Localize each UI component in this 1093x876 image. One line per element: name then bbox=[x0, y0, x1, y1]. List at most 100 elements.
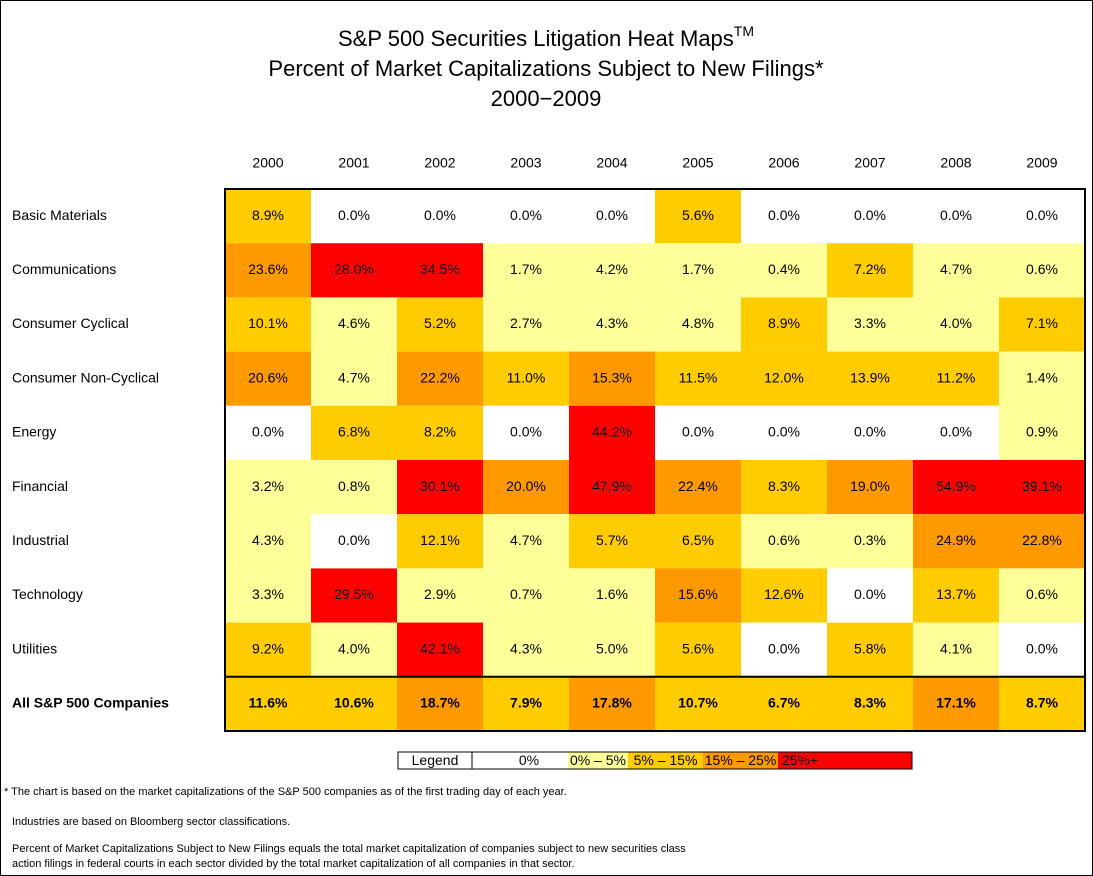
cell-label: 20.6% bbox=[248, 369, 288, 385]
cell-label: 15.3% bbox=[592, 369, 632, 385]
heat-cell bbox=[741, 514, 827, 569]
heat-cell bbox=[569, 514, 655, 569]
cell-label: 0.0% bbox=[854, 207, 886, 223]
title-text: S&P 500 Securities Litigation Heat Maps bbox=[338, 26, 734, 51]
heat-cell bbox=[569, 568, 655, 623]
chart-title: S&P 500 Securities Litigation Heat MapsT… bbox=[338, 23, 754, 51]
cell-label: 10.7% bbox=[678, 695, 718, 711]
heat-cell bbox=[397, 676, 483, 731]
cell-label: 5.6% bbox=[682, 640, 714, 656]
heat-cell bbox=[999, 405, 1085, 460]
heat-cell bbox=[311, 676, 397, 731]
cell-label: 12.6% bbox=[764, 586, 804, 602]
row-label: Basic Materials bbox=[12, 207, 107, 223]
heat-cell bbox=[225, 351, 311, 406]
heat-cell bbox=[225, 514, 311, 569]
heat-cell bbox=[913, 243, 999, 298]
row-label: Utilities bbox=[12, 640, 57, 656]
heat-cell bbox=[483, 351, 569, 406]
cell-label: 8.9% bbox=[252, 207, 284, 223]
row-label: Industrial bbox=[12, 532, 69, 548]
column-label: 2003 bbox=[510, 155, 541, 171]
heat-cell bbox=[569, 243, 655, 298]
cell-label: 3.3% bbox=[252, 586, 284, 602]
heat-cell bbox=[913, 622, 999, 677]
row-label: Communications bbox=[12, 261, 116, 277]
heat-cell bbox=[311, 405, 397, 460]
cell-label: 7.9% bbox=[510, 695, 542, 711]
cell-label: 20.0% bbox=[506, 478, 546, 494]
heat-cell bbox=[483, 405, 569, 460]
heat-cell bbox=[225, 297, 311, 352]
footnote: Percent of Market Capitalizations Subjec… bbox=[12, 843, 686, 855]
row-label: Energy bbox=[12, 424, 56, 440]
legend-label: 0% – 5% bbox=[570, 752, 626, 768]
column-label: 2005 bbox=[682, 155, 713, 171]
heat-cell bbox=[741, 622, 827, 677]
heat-cell bbox=[999, 189, 1085, 244]
cell-label: 0.0% bbox=[338, 207, 370, 223]
heat-cell bbox=[741, 676, 827, 731]
heat-cell bbox=[311, 460, 397, 515]
cell-label: 42.1% bbox=[420, 640, 460, 656]
cell-label: 0.9% bbox=[1026, 424, 1058, 440]
cell-label: 4.7% bbox=[940, 261, 972, 277]
cell-label: 29.5% bbox=[334, 586, 374, 602]
column-label: 2008 bbox=[940, 155, 971, 171]
heat-cell bbox=[655, 297, 741, 352]
cell-label: 4.3% bbox=[252, 532, 284, 548]
cell-label: 17.1% bbox=[936, 695, 976, 711]
cell-label: 4.1% bbox=[940, 640, 972, 656]
heat-cell bbox=[483, 189, 569, 244]
footnote: * The chart is based on the market capit… bbox=[4, 786, 567, 798]
subtitle: Percent of Market Capitalizations Subjec… bbox=[268, 56, 824, 81]
cell-label: 4.0% bbox=[338, 640, 370, 656]
heat-cell bbox=[913, 568, 999, 623]
cell-label: 0.0% bbox=[596, 207, 628, 223]
cell-label: 8.3% bbox=[768, 478, 800, 494]
heat-cell bbox=[827, 568, 913, 623]
row-label: Consumer Cyclical bbox=[12, 315, 129, 331]
cell-label: 8.9% bbox=[768, 315, 800, 331]
heat-cell bbox=[741, 460, 827, 515]
cell-label: 0.6% bbox=[1026, 586, 1058, 602]
heat-cell bbox=[311, 351, 397, 406]
heat-cell bbox=[741, 405, 827, 460]
cell-label: 4.6% bbox=[338, 315, 370, 331]
cell-label: 4.8% bbox=[682, 315, 714, 331]
heat-cell bbox=[569, 297, 655, 352]
heat-cell bbox=[397, 460, 483, 515]
cell-label: 12.0% bbox=[764, 369, 804, 385]
cell-label: 0.0% bbox=[854, 424, 886, 440]
legend-label: 0% bbox=[519, 752, 539, 768]
heat-cell bbox=[741, 297, 827, 352]
legend-swatch bbox=[778, 752, 912, 769]
cell-label: 44.2% bbox=[592, 424, 632, 440]
cell-label: 34.5% bbox=[420, 261, 460, 277]
heat-cell bbox=[999, 243, 1085, 298]
trademark: TM bbox=[734, 23, 754, 39]
cell-label: 4.0% bbox=[940, 315, 972, 331]
heat-cell bbox=[913, 676, 999, 731]
heat-cell bbox=[741, 351, 827, 406]
cell-label: 13.9% bbox=[850, 369, 890, 385]
cell-label: 8.3% bbox=[854, 695, 886, 711]
heat-cell bbox=[999, 351, 1085, 406]
heat-cell bbox=[655, 568, 741, 623]
heat-cell bbox=[827, 676, 913, 731]
cell-label: 4.3% bbox=[596, 315, 628, 331]
column-label: 2009 bbox=[1026, 155, 1057, 171]
column-label: 2007 bbox=[854, 155, 885, 171]
column-label: 2000 bbox=[252, 155, 283, 171]
cell-label: 7.2% bbox=[854, 261, 886, 277]
heat-cell bbox=[655, 460, 741, 515]
cell-label: 5.0% bbox=[596, 640, 628, 656]
cell-label: 0.0% bbox=[252, 424, 284, 440]
heat-cell bbox=[655, 189, 741, 244]
heat-cell bbox=[827, 297, 913, 352]
cell-label: 0.0% bbox=[510, 207, 542, 223]
cell-label: 5.2% bbox=[424, 315, 456, 331]
heat-cell bbox=[397, 568, 483, 623]
legend-label: 5% – 15% bbox=[634, 752, 698, 768]
cell-label: 0.0% bbox=[768, 640, 800, 656]
